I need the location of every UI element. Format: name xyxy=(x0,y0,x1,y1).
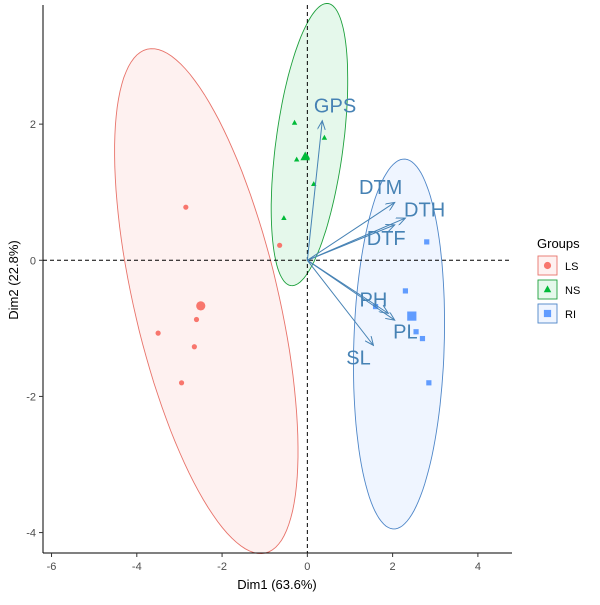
arrow-sl xyxy=(306,259,373,345)
centroid-ri xyxy=(407,311,417,321)
variable-label-dth: DTH xyxy=(404,200,445,222)
point-ri-6 xyxy=(426,380,432,386)
legend-marker-ri xyxy=(543,309,552,318)
centroid-ns xyxy=(300,151,311,161)
point-ri-4 xyxy=(413,329,419,335)
point-ls-5 xyxy=(191,344,197,350)
legend-marker-ns xyxy=(543,285,552,293)
legend-label-ri: RI xyxy=(565,309,576,321)
axes: Dim1 (63.6%) Dim2 (22.8%) -6 -4 -2 0 2 4 -4 -2 0… xyxy=(6,5,512,592)
arrow-gps xyxy=(306,121,322,261)
x-tick-label: -4 xyxy=(132,561,142,573)
variable-label-gps: GPS xyxy=(314,95,356,117)
legend-title: Groups xyxy=(537,236,580,251)
y-tick-label: 2 xyxy=(30,119,36,131)
point-ns-2 xyxy=(293,156,300,162)
x-tick-label: -6 xyxy=(47,561,57,573)
point-ns-6 xyxy=(281,215,287,221)
arrow-dtf xyxy=(307,225,394,261)
x-tick-label: -2 xyxy=(217,561,227,573)
legend-label-ns: NS xyxy=(565,285,580,297)
y-axis-label: Dim2 (22.8%) xyxy=(6,240,21,319)
y-tick-label: -2 xyxy=(26,391,36,403)
ellipse-ri xyxy=(353,158,445,530)
ellipse-ls xyxy=(114,48,299,555)
point-ls-4 xyxy=(193,316,200,323)
variable-label-sl: SL xyxy=(346,347,370,369)
arrow-pl xyxy=(307,259,394,320)
variable-label-pl: PL xyxy=(393,321,417,343)
variable-label-dtf: DTF xyxy=(367,228,406,250)
legend-label-ls: LS xyxy=(565,261,578,273)
point-ls-1 xyxy=(183,204,189,210)
ellipse-ns xyxy=(270,3,349,287)
arrow-dtm xyxy=(307,202,394,261)
variable-label-dtm: DTM xyxy=(359,177,402,199)
point-ri-1 xyxy=(424,239,430,245)
point-ls-6 xyxy=(178,380,185,386)
centroid-ls xyxy=(196,301,206,311)
point-ns-1 xyxy=(291,119,298,125)
y-tick-label: 0 xyxy=(30,255,36,267)
x-tick-label: 0 xyxy=(304,561,310,573)
x-tick-label: 2 xyxy=(390,561,396,573)
legend: Groups LS NS RI xyxy=(537,236,580,324)
x-tick-label: 4 xyxy=(475,561,481,573)
point-ri-2 xyxy=(402,288,409,294)
variable-label-ph: PH xyxy=(360,289,388,311)
point-ls-3 xyxy=(155,330,161,336)
point-ri-5 xyxy=(419,335,426,342)
point-ls-2 xyxy=(277,242,283,248)
legend-marker-ls xyxy=(543,261,552,270)
y-tick-label: -4 xyxy=(26,528,36,540)
x-axis-label: Dim1 (63.6%) xyxy=(237,577,316,592)
point-ns-4 xyxy=(321,134,328,140)
